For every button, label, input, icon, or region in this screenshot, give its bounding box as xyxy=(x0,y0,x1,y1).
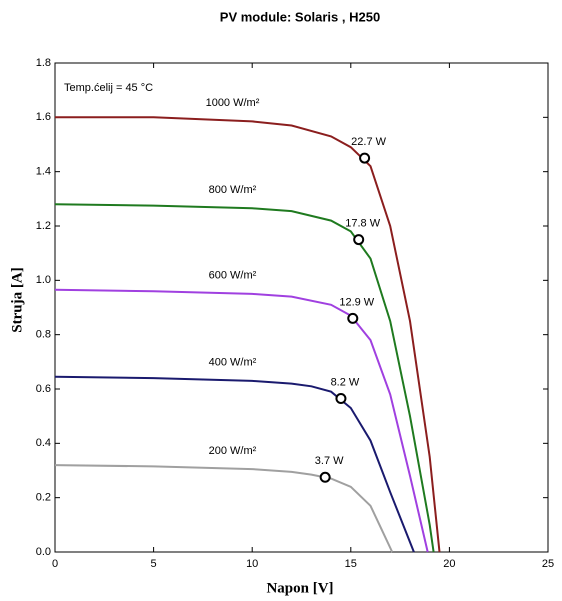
iv-curve xyxy=(54,464,394,553)
y-tick-label: 0.6 xyxy=(36,383,51,395)
x-tick-label: 15 xyxy=(345,558,357,570)
mpp-marker xyxy=(353,234,365,246)
series-label: 400 W/m² xyxy=(209,357,257,369)
y-tick-label: 1.2 xyxy=(36,220,51,232)
y-tick-label: 1.0 xyxy=(36,274,51,286)
mpp-marker xyxy=(347,312,359,324)
iv-curve xyxy=(54,375,415,553)
x-tick-label: 25 xyxy=(542,558,554,570)
iv-curve xyxy=(55,116,441,553)
series-label: 800 W/m² xyxy=(209,184,257,196)
y-tick-label: 0.2 xyxy=(36,492,51,504)
plot-frame xyxy=(54,62,549,553)
iv-curve xyxy=(54,203,435,553)
mpp-label: 8.2 W xyxy=(331,376,360,388)
y-axis-label: Struja [A] xyxy=(9,267,25,332)
annotation: Temp.ćelij = 45 °C xyxy=(64,82,153,94)
chart-title: PV module: Solaris , H250 xyxy=(220,9,380,24)
mpp-marker xyxy=(359,152,371,164)
y-tick-label: 1.8 xyxy=(36,57,51,69)
series-label: 200 W/m² xyxy=(209,445,257,457)
y-tick-label: 0.4 xyxy=(36,437,51,449)
series-label: 600 W/m² xyxy=(209,270,257,282)
series-label: 1000 W/m² xyxy=(206,97,260,109)
y-tick-label: 1.6 xyxy=(36,111,51,123)
iv-curve xyxy=(54,288,429,553)
x-tick-label: 0 xyxy=(52,558,58,570)
mpp-label: 22.7 W xyxy=(351,136,386,148)
x-tick-label: 5 xyxy=(151,558,157,570)
mpp-label: 12.9 W xyxy=(339,296,374,308)
y-tick-label: 0.8 xyxy=(36,329,51,341)
x-axis-label: Napon [V] xyxy=(266,580,333,596)
y-tick-label: 1.4 xyxy=(36,166,51,178)
x-tick-label: 20 xyxy=(443,558,455,570)
mpp-marker xyxy=(319,471,331,483)
mpp-marker xyxy=(335,393,347,405)
x-tick-label: 10 xyxy=(246,558,258,570)
y-tick-label: 0.0 xyxy=(36,546,51,558)
mpp-label: 17.8 W xyxy=(345,217,380,229)
mpp-label: 3.7 W xyxy=(315,455,344,467)
